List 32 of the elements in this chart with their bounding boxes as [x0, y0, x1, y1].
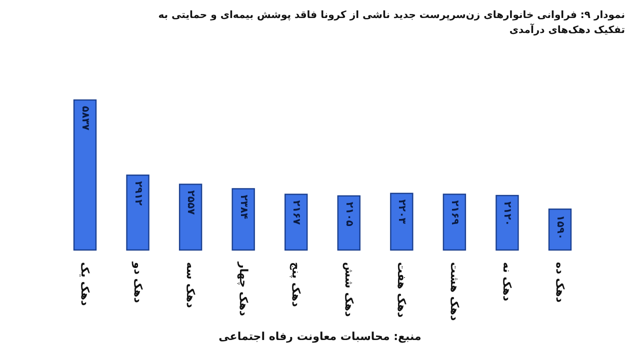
x-tick-label: دهک هشت: [448, 262, 461, 322]
data-label: ۲۱۰۵: [343, 202, 354, 226]
data-label: ۲۲۰۳: [396, 199, 408, 224]
x-tick-label: دهک دو: [131, 261, 144, 304]
chart-title: نمودار ۹: فراوانی خانوارهای زن‌سرپرست جدید ناشی از کرونا فاقد پوشش بیمه‌ای و حمایتی به تفکیک دهک‌های درآمدی: [158, 10, 626, 36]
data-label: ۱۵۹۰: [554, 215, 566, 240]
data-label: ۲۱۲۰: [502, 202, 513, 226]
x-tick-label: دهک چهار: [236, 261, 250, 316]
x-tick-label: دهک ده: [554, 262, 566, 303]
bar: [73, 99, 97, 251]
data-label: ۲۹۱۲: [132, 181, 144, 206]
bar: [496, 194, 519, 251]
x-tick-label: دهک پنج: [290, 262, 303, 308]
data-label: ۲۵۵۷: [185, 190, 196, 215]
x-tick-label: دهک سه: [184, 262, 198, 308]
x-tick-label: دهک یک: [78, 262, 92, 306]
data-label: ۲۱۶۷: [290, 200, 302, 225]
x-tick-label: دهک هفت: [395, 262, 408, 318]
data-label: ۲۳۸۴: [238, 194, 249, 220]
bar: [442, 194, 466, 251]
bar: [548, 208, 572, 251]
x-tick-label: دهک شش: [342, 262, 356, 318]
bar: [284, 194, 308, 251]
data-label: ۲۱۶۹: [448, 200, 460, 225]
data-label: ۵۸۳۷: [80, 106, 90, 130]
bar: [337, 195, 360, 251]
text: منبع: محاسبات معاونت رفاه اجتماعی: [218, 330, 422, 343]
x-tick-label: دهک نه: [500, 262, 514, 302]
bar: [232, 188, 255, 251]
bar: [126, 174, 150, 251]
bar: [390, 192, 414, 251]
bar: [178, 184, 202, 251]
